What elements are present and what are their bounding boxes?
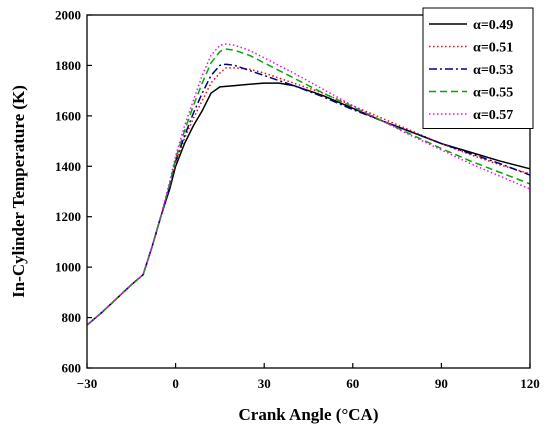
y-tick-label: 2000 [55, 8, 81, 23]
plot-frame [86, 14, 531, 369]
y-tick-label: 1200 [55, 209, 81, 224]
x-tick-label: 0 [172, 376, 179, 391]
y-tick-label: 1400 [55, 159, 81, 174]
legend-label-5: α=0.57 [473, 108, 513, 123]
x-tick-label: 90 [435, 376, 448, 391]
y-axis-title: In-Cylinder Temperature (K) [9, 85, 28, 298]
x-axis-title: Crank Angle (°CA) [239, 405, 379, 424]
y-tick-label: 800 [62, 310, 82, 325]
x-tick-label: 60 [346, 376, 359, 391]
axis-ticks: −30 0 30 60 90 120 600 800 1000 1200 1400 1600 1800 2… [55, 8, 540, 392]
y-tick-label: 600 [62, 361, 82, 376]
legend-label-1: α=0.49 [473, 18, 513, 33]
y-tick-label: 1600 [55, 108, 81, 123]
series-layer [86, 43, 531, 326]
series-line-4 [86, 48, 531, 326]
y-tick-label: 1800 [55, 58, 81, 73]
legend-label-4: α=0.55 [473, 86, 513, 101]
y-tick-label: 1000 [55, 260, 81, 275]
legend-label-2: α=0.51 [473, 41, 513, 56]
x-tick-label: 120 [520, 376, 540, 391]
x-tick-label: 30 [258, 376, 271, 391]
series-line-5 [86, 43, 531, 326]
legend: α=0.49 α=0.51 α=0.53 α=0.55 α=0.57 [422, 7, 534, 129]
x-tick-label: −30 [77, 376, 97, 391]
legend-label-3: α=0.53 [473, 63, 513, 78]
